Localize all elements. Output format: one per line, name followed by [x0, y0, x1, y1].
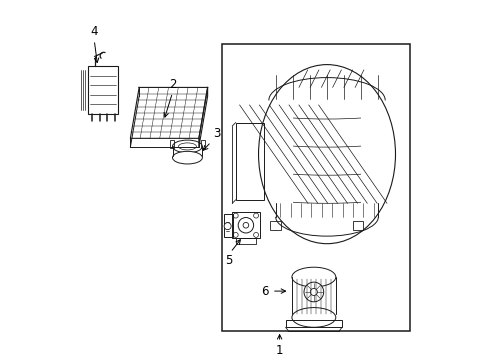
Text: 3: 3 [213, 127, 221, 140]
Circle shape [304, 282, 323, 302]
Bar [200, 140, 204, 148]
Bar [352, 221, 363, 230]
Bar [270, 221, 281, 230]
Bar [235, 122, 263, 200]
Text: 6: 6 [261, 285, 268, 298]
Text: 2: 2 [168, 78, 176, 91]
Ellipse shape [291, 307, 335, 327]
Bar [285, 320, 342, 327]
Circle shape [224, 222, 231, 230]
Text: 4: 4 [90, 25, 98, 38]
Text: 5: 5 [224, 254, 232, 267]
Circle shape [238, 217, 253, 233]
Bar [232, 212, 259, 238]
Bar [169, 140, 174, 148]
Bar [88, 66, 118, 114]
Ellipse shape [172, 140, 202, 153]
Bar [221, 44, 409, 331]
Text: 1: 1 [275, 344, 283, 357]
Bar [224, 214, 232, 237]
Bar [235, 238, 256, 244]
Ellipse shape [172, 151, 202, 164]
